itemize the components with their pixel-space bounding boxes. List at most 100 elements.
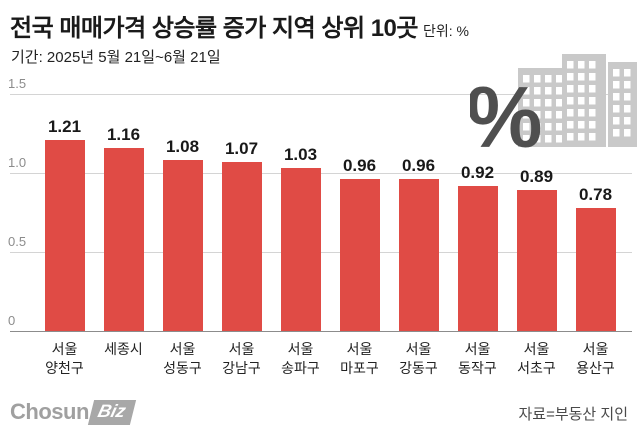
percent-icon: % — [470, 70, 542, 150]
gridline — [10, 94, 632, 95]
building-window — [567, 133, 574, 141]
building-window — [545, 135, 552, 143]
building-window — [589, 109, 596, 117]
bar-category-label: 서울 양천구 — [45, 341, 84, 376]
bar-group: 1.08 서울 성동구 — [153, 94, 212, 376]
bar-group: 0.96 서울 강동구 — [389, 94, 448, 376]
building-window — [613, 81, 620, 89]
gridline — [10, 173, 632, 174]
building-window — [624, 93, 631, 101]
bar-category-label: 서울 동작구 — [458, 341, 497, 376]
unit-label: 단위: % — [422, 23, 469, 39]
bar-group: 0.92 서울 동작구 — [448, 94, 507, 376]
building-window — [534, 111, 541, 119]
building-window — [567, 61, 574, 69]
building-window — [578, 121, 585, 129]
building-window — [523, 111, 530, 119]
building-window — [578, 61, 585, 69]
bar — [457, 185, 498, 331]
bar — [162, 160, 203, 331]
chosunbiz-logo: Chosun Biz — [10, 399, 137, 425]
bar — [103, 147, 144, 331]
building-window — [567, 73, 574, 81]
bar-category-label: 서울 용산구 — [576, 341, 615, 376]
bar — [280, 168, 321, 331]
building-window — [567, 85, 574, 93]
building-window — [534, 123, 541, 131]
building-window — [613, 105, 620, 113]
building-window — [589, 133, 596, 141]
bar-value-label: 0.96 — [342, 156, 377, 176]
title-row: 전국 매매가격 상승률 증가 지역 상위 10곳 단위: % — [10, 8, 469, 43]
bar-value-label: 0.96 — [401, 156, 436, 176]
y-axis-tick-label: 1.5 — [8, 76, 27, 91]
building-window — [589, 121, 596, 129]
bar-category-label: 서울 마포구 — [340, 341, 379, 376]
bar-value-label: 0.92 — [460, 162, 495, 182]
building-window — [523, 75, 530, 83]
building-window — [556, 87, 563, 95]
bar-category-label: 서울 서초구 — [517, 341, 556, 376]
bar — [516, 190, 557, 331]
building-window — [589, 73, 596, 81]
building-window — [545, 111, 552, 119]
bar-value-label: 1.08 — [165, 137, 200, 157]
building-window — [523, 123, 530, 131]
bar-category-label: 서울 성동구 — [163, 341, 202, 376]
bar-group: 1.21 서울 양천구 — [35, 94, 94, 376]
building-window — [523, 87, 530, 95]
building-window — [578, 133, 585, 141]
building-window — [624, 105, 631, 113]
building-window — [589, 97, 596, 105]
bar-value-label: 0.78 — [578, 184, 613, 204]
building-window — [578, 97, 585, 105]
bar-value-label: 1.07 — [224, 138, 259, 158]
building-icon — [608, 62, 637, 147]
logo-chosun-text: Chosun — [10, 399, 89, 424]
x-axis-line — [10, 331, 632, 332]
bar-value-label: 1.03 — [283, 145, 318, 165]
bar-value-label: 1.21 — [47, 116, 82, 136]
bars-container: 1.21 서울 양천구 1.16 세종시 1.08 서울 성동구 1.07 서울 강남구 1.03 서울… — [35, 94, 625, 376]
building-window — [567, 109, 574, 117]
logo-biz-badge: Biz — [87, 399, 137, 425]
building-window — [534, 135, 541, 143]
building-window — [567, 121, 574, 129]
period-subtitle: 기간: 2025년 5월 21일~6월 21일 — [11, 49, 221, 66]
bar — [44, 139, 85, 331]
bar — [398, 179, 439, 331]
building-window — [545, 99, 552, 107]
building-window — [545, 75, 552, 83]
bar-group: 0.78 서울 용산구 — [566, 94, 625, 376]
y-axis-tick-label: 0.5 — [8, 234, 27, 249]
building-window — [624, 81, 631, 89]
building-window — [534, 99, 541, 107]
building-window — [589, 61, 596, 69]
bar-group: 1.03 서울 송파구 — [271, 94, 330, 376]
bar-category-label: 세종시 — [104, 341, 143, 357]
percent-buildings-illustration: % — [470, 54, 637, 150]
bar-group: 1.07 서울 강남구 — [212, 94, 271, 376]
building-window — [589, 85, 596, 93]
building-window — [567, 97, 574, 105]
building-window — [556, 135, 563, 143]
building-window — [613, 129, 620, 137]
page-title: 전국 매매가격 상승률 증가 지역 상위 10곳 — [10, 15, 418, 42]
bar — [221, 161, 262, 331]
y-axis-tick-label: 1.0 — [8, 155, 27, 170]
bar-group: 0.89 서울 서초구 — [507, 94, 566, 376]
building-window — [613, 117, 620, 125]
building-window — [613, 69, 620, 77]
bar — [575, 207, 616, 331]
building-window — [556, 111, 563, 119]
building-window — [545, 87, 552, 95]
bar-category-label: 서울 강동구 — [399, 341, 438, 376]
bar-value-label: 1.16 — [106, 124, 141, 144]
bar-chart: 1.5 1.0 0.5 0 1.21 서울 양천구 1.16 세종시 1.08 서울 성동구 1.07… — [0, 76, 640, 376]
source-credit: 자료=부동산 지인 — [518, 406, 628, 423]
building-window — [578, 85, 585, 93]
building-window — [624, 117, 631, 125]
building-window — [523, 99, 530, 107]
bar-category-label: 서울 송파구 — [281, 341, 320, 376]
